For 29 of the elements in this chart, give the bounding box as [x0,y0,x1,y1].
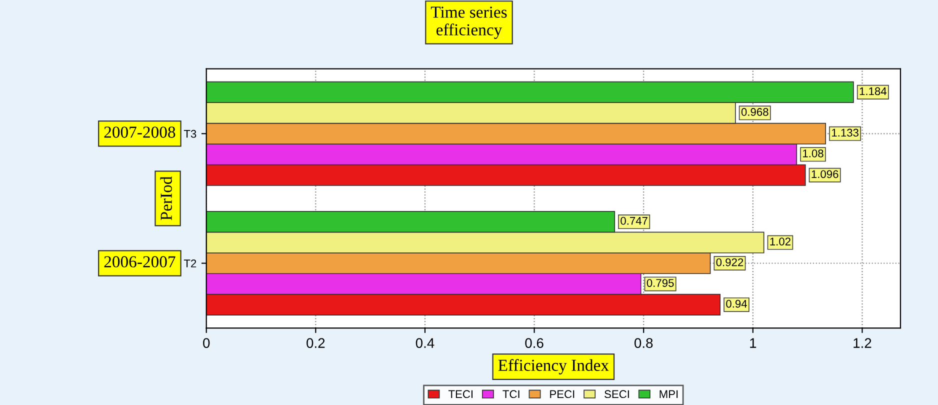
legend-label: TECI [448,390,473,398]
chart-title: Time series efficiency [430,6,507,39]
y-tick-label: T3 [184,130,196,138]
x-tick-label: 0 [203,338,210,348]
x-tick-label: 0.8 [634,338,653,348]
legend-label: PECI [550,390,574,398]
x-tick-label: 1.2 [854,338,872,348]
data-label: 1.133 [832,128,858,137]
y-tick-label: T2 [184,260,196,268]
legend-label: TCI [502,390,520,398]
data-label: 0.747 [620,216,648,225]
x-tick-label: 0.4 [416,338,434,348]
data-label: 0.795 [646,279,674,287]
text: 2006-2007 [104,256,176,268]
x-tick-label: 0.6 [525,338,544,348]
text: 2007-2008 [104,126,176,138]
data-label: 0.922 [716,258,744,266]
data-label: 0.968 [741,108,768,116]
y-axis-title: PerIod [160,176,172,220]
legend-label: SECI [604,390,629,398]
data-label: 0.94 [726,300,747,308]
data-label: 1.096 [812,170,838,178]
data-label: 1.02 [770,238,790,246]
x-axis-title: Efficiency Index [498,359,609,374]
data-label: 1.184 [860,87,887,96]
data-label: 1.08 [803,150,824,158]
x-tick-label: 1 [750,338,756,348]
x-tick-label: 0.2 [306,338,325,348]
legend-label: MPI [660,390,678,398]
